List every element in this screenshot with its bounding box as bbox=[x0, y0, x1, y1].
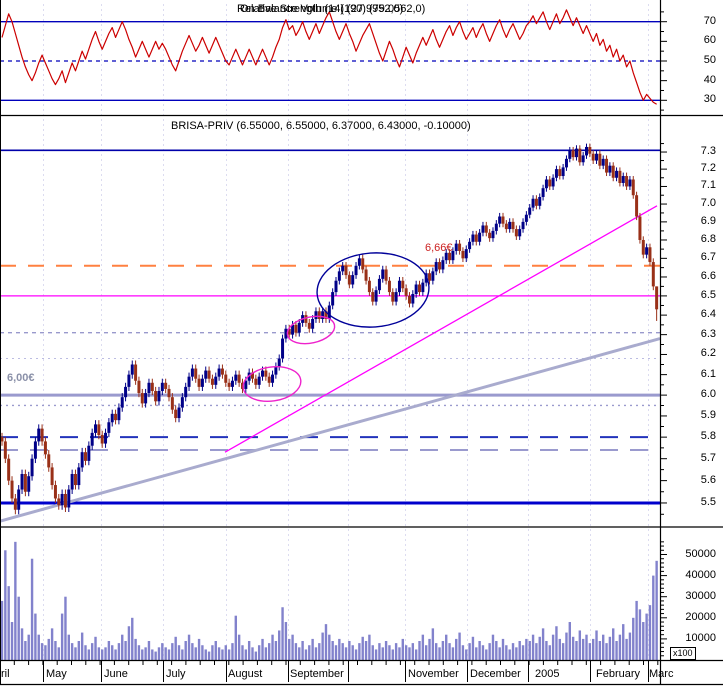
volume-axis-label: 40000 bbox=[685, 568, 716, 581]
rsi-axis-label: 60 bbox=[703, 34, 716, 47]
indicator-title-overlap-b: On Balance Volume (190) (79.0562,0) bbox=[240, 3, 426, 15]
volume-axis-label: 50000 bbox=[685, 547, 716, 560]
volume-multiplier-badge: x100 bbox=[670, 647, 696, 660]
month-label-august: August bbox=[228, 668, 263, 680]
price-axis-label: 5.8 bbox=[700, 430, 716, 443]
rsi-axis-label: 40 bbox=[703, 73, 716, 86]
month-label-ril: ril bbox=[1, 668, 10, 680]
price-axis-label: 5.9 bbox=[700, 408, 716, 421]
price-axis-label: 6.1 bbox=[700, 367, 716, 380]
price-axis-label: 6.7 bbox=[700, 251, 716, 264]
volume-axis-label: 10000 bbox=[685, 631, 716, 644]
price-axis-label: 6.9 bbox=[700, 214, 716, 227]
price-axis-label: 6.0 bbox=[700, 388, 716, 401]
price-axis-label: 7.1 bbox=[700, 179, 716, 192]
price-axis-label: 6.3 bbox=[700, 327, 716, 340]
price-axis-label: 6.4 bbox=[700, 308, 716, 321]
price-axis-label: 5.5 bbox=[700, 495, 716, 508]
volume-axis-label: 30000 bbox=[685, 589, 716, 602]
price-annotation-600: 6,00€ bbox=[7, 372, 35, 384]
month-label-may: May bbox=[46, 668, 67, 680]
price-panel-title: BRISA-PRIV (6.55000, 6.55000, 6.37000, 6… bbox=[171, 120, 471, 132]
month-label-february: February bbox=[596, 668, 641, 680]
month-label-november: November bbox=[408, 668, 459, 680]
month-label-marc: Marc bbox=[649, 668, 674, 680]
price-axis-label: 7.0 bbox=[700, 197, 716, 210]
indicator-title-overlap-a: Relative Strength (14) (27.9952,0) bbox=[237, 3, 404, 15]
price-axis-label: 6.2 bbox=[700, 347, 716, 360]
price-axis-label: 7.2 bbox=[700, 162, 716, 175]
volume-axis-label: 20000 bbox=[685, 610, 716, 623]
price-axis-label: 6.5 bbox=[700, 288, 716, 301]
month-label-july: July bbox=[166, 668, 186, 680]
month-label-2005: 2005 bbox=[535, 668, 560, 680]
month-label-september: September bbox=[290, 668, 344, 680]
price-annotation-666: 6,66€ bbox=[425, 242, 453, 254]
month-label-december: December bbox=[470, 668, 521, 680]
price-axis-label: 7.3 bbox=[700, 145, 716, 158]
month-label-june: June bbox=[104, 668, 128, 680]
price-axis-label: 5.6 bbox=[700, 473, 716, 486]
rsi-axis-label: 70 bbox=[703, 14, 716, 27]
price-axis-label: 6.8 bbox=[700, 232, 716, 245]
price-axis-label: 5.7 bbox=[700, 451, 716, 464]
rsi-axis-label: 50 bbox=[703, 54, 716, 66]
rsi-axis-label: 30 bbox=[703, 93, 716, 106]
price-axis-label: 6.6 bbox=[700, 269, 716, 282]
